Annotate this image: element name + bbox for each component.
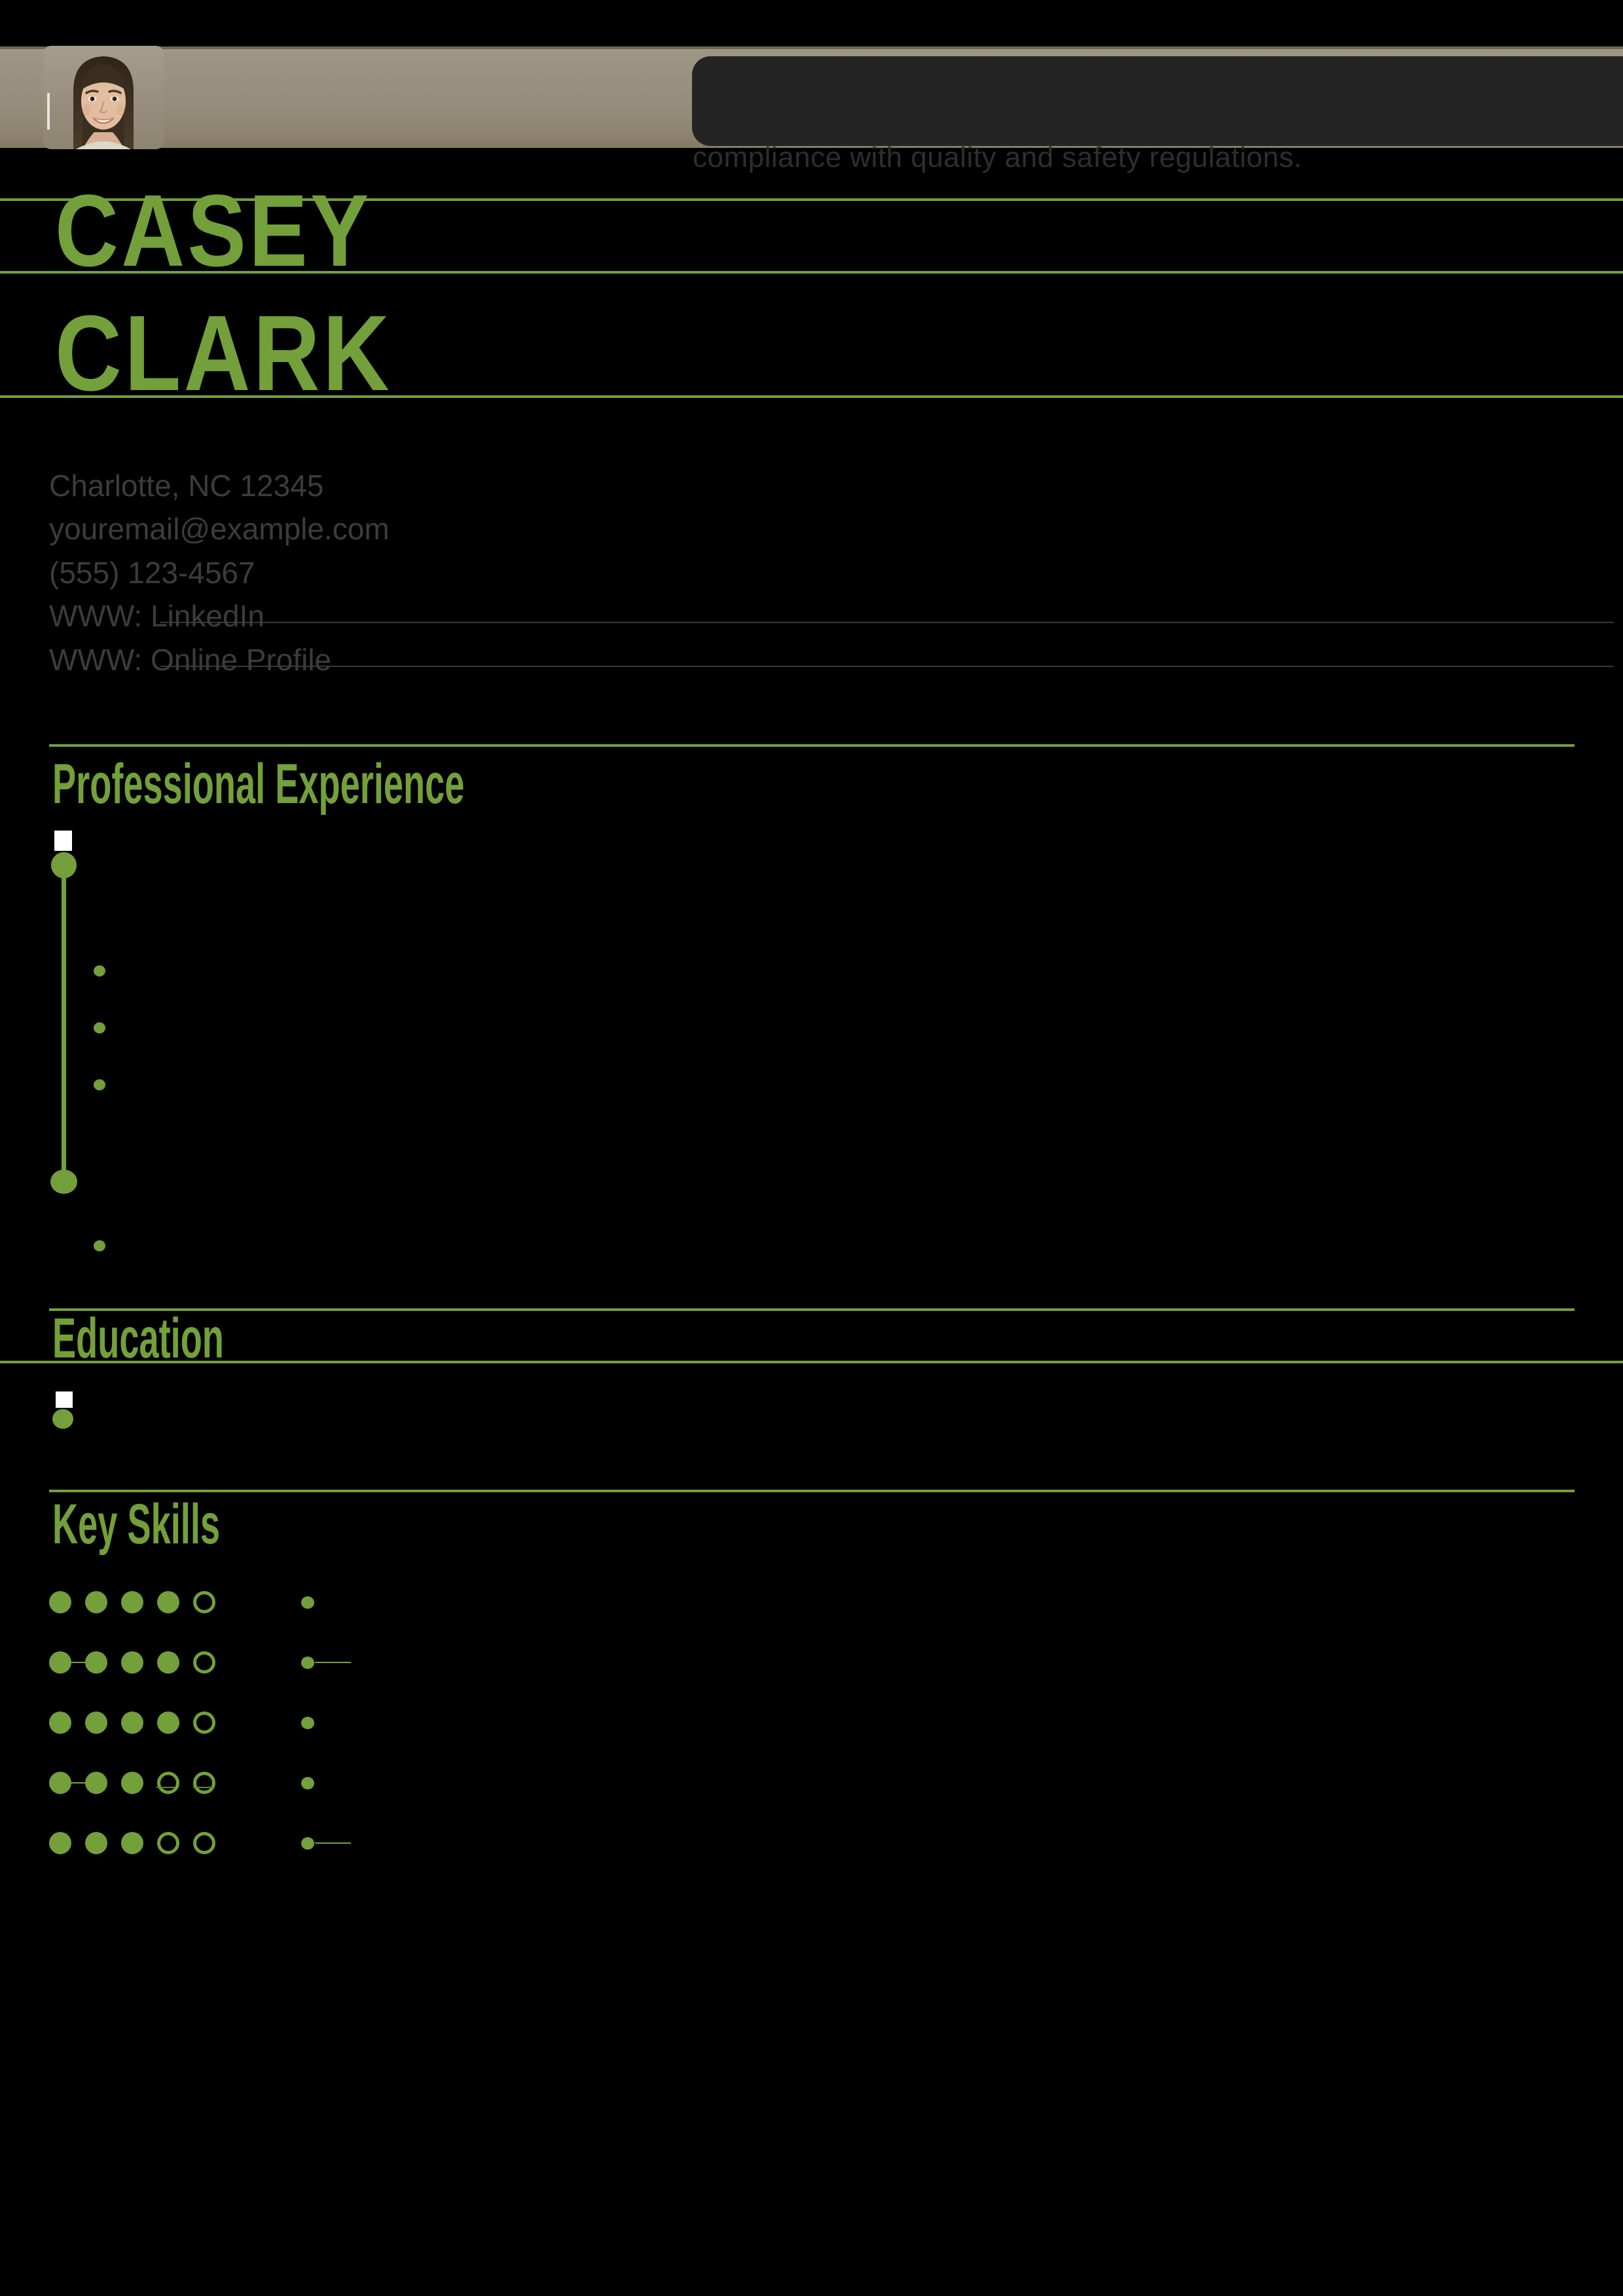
rating-strike-line [193,1787,213,1788]
skill-list-bullet [301,1657,314,1669]
experience-marker-square [54,831,72,851]
online-profile-leader-line [160,666,1614,667]
skill-rating-row [49,1651,285,1674]
first-name: CASEY [55,174,372,288]
rating-dot-filled [49,1832,71,1854]
rating-dot-filled [49,1651,71,1674]
rating-dot-empty [193,1832,215,1854]
skill-list-bullet [301,1596,314,1609]
experience-heading: Professional Experience [52,753,465,816]
banner-top-edge [0,46,1623,49]
rating-dot-filled [157,1651,179,1674]
skills-rule [49,1490,1575,1492]
skill-bullet-leader-line [315,1662,351,1663]
experience-rule [49,744,1575,747]
contact-phone: (555) 123-4567 [49,556,255,590]
contact-online-profile[interactable]: WWW: Online Profile [49,643,332,677]
rating-dot-empty [193,1772,215,1794]
education-heading: Education [52,1307,224,1370]
experience-bullet [94,1240,105,1251]
education-rule [49,1308,1575,1311]
rating-dot-empty [193,1651,215,1674]
rating-dot-filled [121,1712,143,1734]
rating-dot-filled [85,1712,107,1734]
woman-portrait-icon [43,46,164,149]
education-baseline-rule [0,1361,1623,1363]
skills-heading: Key Skills [52,1493,221,1556]
rating-dot-filled [85,1651,107,1674]
summary-card [692,56,1623,146]
summary-overflow-text: compliance with quality and safety regul… [693,141,1302,173]
last-name: CLARK [55,293,393,413]
contact-linkedin[interactable]: WWW: LinkedIn [49,599,264,633]
skill-rating-row [49,1591,285,1613]
contact-location: Charlotte, NC 12345 [49,469,324,503]
skill-bullet-leader-line [315,1842,351,1844]
rating-dot-filled [85,1591,107,1613]
rating-dot-empty [193,1591,215,1613]
rating-dot-filled [85,1772,107,1794]
experience-bullet [94,1022,105,1033]
name-rule-top [0,198,1623,201]
rating-dot-filled [121,1772,143,1794]
rating-dot-empty [193,1712,215,1734]
rating-dot-filled [157,1591,179,1613]
linkedin-leader-line [160,622,1614,623]
skill-list-bullet [301,1777,314,1789]
contact-email[interactable]: youremail@example.com [49,512,390,546]
skill-rating-row [49,1832,285,1854]
skill-rating-row [49,1772,285,1794]
rating-dot-empty [157,1832,179,1854]
rating-dot-filled [49,1772,71,1794]
rating-dot-filled [49,1712,71,1734]
rating-dot-filled [121,1591,143,1613]
rating-dot-filled [49,1591,71,1613]
experience-bullet [94,965,105,977]
experience-timeline-dot-2 [50,1170,77,1194]
education-timeline-dot [52,1409,73,1429]
rating-dot-filled [157,1712,179,1734]
rating-dot-filled [121,1832,143,1854]
rating-dot-empty [157,1772,179,1794]
rating-dot-filled [121,1651,143,1674]
experience-timeline-line [62,865,66,1181]
name-rule-middle [0,271,1623,274]
skill-rating-row [49,1712,285,1734]
rating-dot-filled [85,1832,107,1854]
skill-list-bullet [301,1837,314,1850]
experience-bullet [94,1079,105,1090]
skill-list-bullet [301,1717,314,1729]
name-rule-bottom [0,395,1623,398]
education-marker-square [56,1391,73,1408]
rating-strike-line [156,1787,175,1788]
rating-connector-line [71,1662,86,1663]
rating-connector-line [71,1782,86,1784]
portrait-photo [43,46,164,149]
